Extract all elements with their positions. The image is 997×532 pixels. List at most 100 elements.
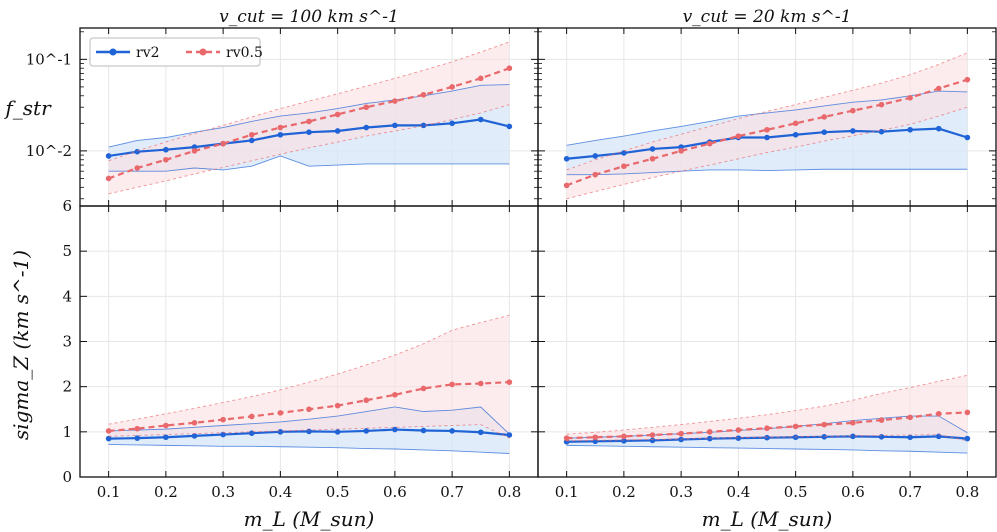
point-rv05 <box>363 104 370 111</box>
panel-4: 0.1 0.2 0.3 0.4 0.5 0.6 0.7 0.8 <box>537 205 997 501</box>
point-rv05 <box>878 101 885 108</box>
point-rv05 <box>506 379 513 385</box>
point-rv05 <box>449 381 455 388</box>
x-tick-label: 0.6 <box>841 483 865 501</box>
point-rv05 <box>678 148 684 154</box>
point-rv05 <box>449 84 455 90</box>
band-rv05 <box>108 315 510 439</box>
point-rv05 <box>964 76 971 83</box>
point-rv2 <box>306 129 312 136</box>
point-rv05 <box>621 433 627 440</box>
point-rv2 <box>735 435 742 441</box>
x-tick-label: 0.5 <box>326 483 350 501</box>
point-rv05 <box>649 432 656 438</box>
point-rv05 <box>563 435 570 441</box>
point-rv05 <box>907 414 913 421</box>
point-rv05 <box>678 430 684 437</box>
y-tick-label: 4 <box>62 287 72 305</box>
point-rv2 <box>163 434 169 441</box>
plot-area <box>563 52 971 200</box>
point-rv05 <box>477 380 484 387</box>
point-rv2 <box>134 148 141 155</box>
percentile-p16-rv2 <box>108 155 510 172</box>
point-rv05 <box>363 397 370 404</box>
x-tick-label: 0.3 <box>211 483 235 501</box>
point-rv05 <box>420 91 427 98</box>
point-rv2 <box>964 134 971 141</box>
x-tick-label: 0.5 <box>784 483 808 501</box>
point-rv2 <box>248 430 255 436</box>
median-line-rv05 <box>566 78 968 187</box>
point-rv05 <box>706 140 713 147</box>
y-tick-label: 3 <box>62 333 72 351</box>
y-tick-label: 1 <box>62 423 72 441</box>
point-rv2 <box>105 153 112 159</box>
point-rv05 <box>220 416 226 423</box>
point-rv05 <box>964 409 971 416</box>
point-rv2 <box>935 125 942 132</box>
percentile-p16-rv2 <box>566 444 968 454</box>
percentile-p16-rv05 <box>108 104 510 195</box>
plot-area <box>105 314 513 454</box>
y-axis-label-bottom: sigma_Z (km s^-1) <box>9 250 33 440</box>
point-rv05 <box>563 182 570 189</box>
point-rv05 <box>477 75 484 82</box>
point-rv2 <box>764 434 770 441</box>
y-tick-label: 6 <box>62 197 72 215</box>
y-tick-label: 5 <box>62 242 72 260</box>
point-rv2 <box>105 435 112 442</box>
point-rv05 <box>735 133 742 139</box>
point-rv05 <box>907 95 913 101</box>
point-rv2 <box>163 146 169 153</box>
point-rv2 <box>277 429 284 435</box>
point-rv2 <box>363 428 370 434</box>
point-rv2 <box>449 120 455 127</box>
point-rv05 <box>392 98 398 104</box>
panel-title-right: v_cut = 20 km s^-1 <box>683 7 852 27</box>
panel-1: 10^-2 10^-1 <box>26 27 539 207</box>
x-tick-label: 0.7 <box>440 483 464 501</box>
point-rv2 <box>563 155 570 162</box>
point-rv2 <box>592 438 599 445</box>
point-rv2 <box>392 122 398 129</box>
point-rv05 <box>191 148 198 154</box>
point-rv05 <box>163 156 169 163</box>
x-tick-label: 0.2 <box>612 483 636 501</box>
plot-area <box>105 41 513 195</box>
point-rv05 <box>220 140 226 147</box>
panel-3: 0.1 0.2 0.3 0.4 0.5 0.6 0.7 0.8 0 1 2 3 4 5 6 <box>62 197 539 501</box>
point-rv05 <box>248 131 255 138</box>
point-rv2 <box>621 150 627 156</box>
point-rv2 <box>334 128 341 134</box>
point-rv2 <box>821 129 828 136</box>
point-rv2 <box>220 431 226 438</box>
x-tick-label: 0.8 <box>955 483 979 501</box>
point-rv2 <box>506 123 513 130</box>
percentile-p16-rv05 <box>108 424 510 439</box>
panel-2 <box>537 27 997 207</box>
point-rv05 <box>277 124 284 131</box>
point-rv05 <box>134 425 141 432</box>
legend-label-rv05: rv0.5 <box>226 45 263 61</box>
point-rv05 <box>821 421 828 428</box>
point-rv2 <box>792 434 799 441</box>
percentile-p84-rv05 <box>108 314 510 425</box>
y-axis-label-top: f_str <box>3 96 52 120</box>
x-axis-label-left: m_L (M_sun) <box>244 507 375 531</box>
x-tick-label: 0.1 <box>97 483 121 501</box>
point-rv2 <box>964 435 971 442</box>
point-rv2 <box>850 128 856 134</box>
point-rv2 <box>592 153 599 159</box>
point-rv05 <box>935 85 942 92</box>
point-rv05 <box>191 420 198 426</box>
point-rv2 <box>248 137 255 144</box>
point-rv05 <box>306 118 312 125</box>
x-tick-label: 0.4 <box>726 483 750 501</box>
band-rv05 <box>108 41 510 194</box>
point-rv05 <box>592 171 599 178</box>
point-rv05 <box>764 425 770 432</box>
point-rv2 <box>706 435 713 442</box>
point-rv2 <box>506 432 513 438</box>
point-rv2 <box>449 428 455 434</box>
